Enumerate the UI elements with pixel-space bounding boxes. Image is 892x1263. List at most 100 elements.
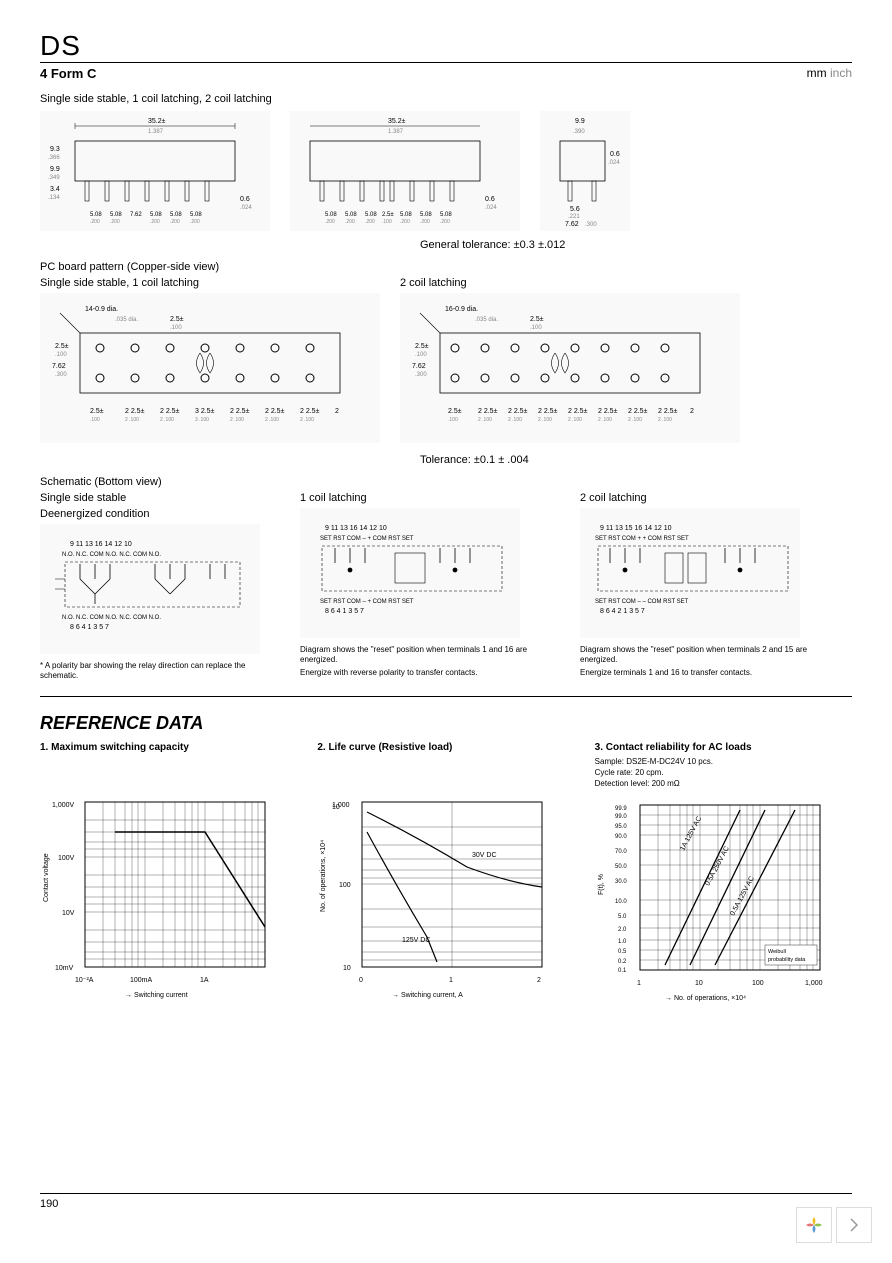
svg-text:2 .100: 2 .100 xyxy=(568,417,582,423)
chart-1: 1. Maximum switching capacity 1,000V 100… xyxy=(40,742,297,1013)
pcb-left-label: Single side stable, 1 coil latching xyxy=(40,277,380,289)
svg-text:.100: .100 xyxy=(55,352,67,358)
svg-text:.024: .024 xyxy=(608,160,620,166)
svg-text:14-0.9 dia.: 14-0.9 dia. xyxy=(85,306,118,313)
svg-text:9 11 13 16 14 1: 9 11 13 16 14 12 10 xyxy=(70,541,132,548)
chart-3-title: 3. Contact reliability for AC loads xyxy=(595,742,852,753)
svg-text:2.5±: 2.5± xyxy=(530,316,544,323)
svg-text:2 2.5±: 2 2.5± xyxy=(568,408,588,415)
svg-text:8 6 4 1 3: 8 6 4 1 3 5 7 xyxy=(325,608,364,615)
pcb-left: Single side stable, 1 coil latching 14-0… xyxy=(40,277,380,446)
svg-text:SET RST COM – – COM RST SET: SET RST COM – – COM RST SET xyxy=(595,599,689,605)
svg-text:.300: .300 xyxy=(55,372,67,378)
svg-text:5.08: 5.08 xyxy=(90,212,102,218)
svg-text:1,000: 1,000 xyxy=(805,980,823,987)
svg-text:.300: .300 xyxy=(585,222,597,228)
svg-text:8 6 4 2 1 3 5 7: 8 6 4 2 1 3 5 7 xyxy=(600,608,645,615)
svg-text:2 2.5±: 2 2.5± xyxy=(300,408,320,415)
svg-text:5.6: 5.6 xyxy=(570,206,580,213)
svg-text:2 2.5±: 2 2.5± xyxy=(658,408,678,415)
svg-text:95.0: 95.0 xyxy=(615,824,627,830)
svg-text:2.0: 2.0 xyxy=(618,927,627,933)
svg-text:10.0: 10.0 xyxy=(615,899,627,905)
dim-width: 35.2± xyxy=(148,118,166,125)
svg-text:7.62: 7.62 xyxy=(52,363,66,370)
schematic-header: Schematic (Bottom view) xyxy=(40,476,852,488)
svg-text:.100: .100 xyxy=(170,325,182,331)
svg-text:5.08: 5.08 xyxy=(190,212,202,218)
schematic-col-1: Single side stable Deenergized condition… xyxy=(40,492,280,680)
svg-text:.366: .366 xyxy=(48,155,60,161)
svg-text:.200: .200 xyxy=(110,219,120,225)
svg-text:2.5±: 2.5± xyxy=(55,343,69,350)
svg-text:3 .100: 3 .100 xyxy=(195,417,209,423)
svg-text:2 2.5±: 2 2.5± xyxy=(598,408,618,415)
charts-row: 1. Maximum switching capacity 1,000V 100… xyxy=(40,742,852,1013)
svg-text:5.08: 5.08 xyxy=(440,212,452,218)
svg-text:→ Switching current, A: → Switching current, A xyxy=(392,992,463,999)
svg-text:2 .100: 2 .100 xyxy=(598,417,612,423)
pcb-row: Single side stable, 1 coil latching 14-0… xyxy=(40,277,852,446)
svg-text:2.5±: 2.5± xyxy=(382,212,394,218)
svg-text:Weibull: Weibull xyxy=(768,949,786,955)
svg-text:No. of operations, ×10⁴: No. of operations, ×10⁴ xyxy=(320,840,327,912)
svg-text:2 .100: 2 .100 xyxy=(230,417,244,423)
svg-text:10⁻²A: 10⁻²A xyxy=(75,977,94,984)
svg-text:.200: .200 xyxy=(440,219,450,225)
svg-text:1,000V: 1,000V xyxy=(52,802,75,809)
svg-text:2 2.5±: 2 2.5± xyxy=(230,408,250,415)
logo-button[interactable] xyxy=(796,1207,832,1243)
svg-text:2 2.5±: 2 2.5± xyxy=(538,408,558,415)
front-view-drawing-1: 35.2± 1.387 9.3 .366 9.9 .349 3.4 .134 5… xyxy=(40,111,270,231)
svg-text:.100: .100 xyxy=(448,417,458,423)
svg-text:SET RST COM – + COM RST S: SET RST COM – + COM RST SET xyxy=(320,536,414,542)
schem-label-1a: Single side stable xyxy=(40,492,280,504)
schematic-row: Single side stable Deenergized condition… xyxy=(40,492,852,680)
svg-text:3 2.5±: 3 2.5± xyxy=(195,408,215,415)
svg-text:9.9: 9.9 xyxy=(50,166,60,173)
svg-text:.200: .200 xyxy=(345,219,355,225)
svg-text:5.08: 5.08 xyxy=(150,212,162,218)
svg-text:10: 10 xyxy=(332,804,340,811)
svg-text:.134: .134 xyxy=(48,195,60,201)
schematic-1: 9 11 13 16 14 12 10 N.O. N.C. COM N.O. N… xyxy=(40,524,260,654)
pcb-drawing-1: 14-0.9 dia. .035 dia. 2.5± .100 xyxy=(40,293,380,443)
svg-text:30V DC: 30V DC xyxy=(472,852,497,859)
svg-text:5.08: 5.08 xyxy=(345,212,357,218)
section-title: 4 Form C xyxy=(40,66,96,81)
svg-text:SET RST COM + + COM RST SET: SET RST COM + + COM RST SET xyxy=(595,536,689,542)
pcb-right: 2 coil latching 16-0.9 dia. .035 dia. 2.… xyxy=(400,277,740,446)
svg-text:5.08: 5.08 xyxy=(325,212,337,218)
schem-note-1: * A polarity bar showing the relay direc… xyxy=(40,661,280,680)
chart-3-svg: 1A 125V AC 0.5A 250V AC 0.5A 125V AC Wei… xyxy=(595,790,835,1010)
svg-text:9 11 13 16 14: 9 11 13 16 14 12 10 xyxy=(325,525,387,532)
svg-text:10: 10 xyxy=(343,965,351,972)
svg-text:100V: 100V xyxy=(58,855,75,862)
svg-text:N.O. N.C. COM N.O. N.C. COM: N.O. N.C. COM N.O. N.C. COM N.O. xyxy=(62,615,161,621)
chart-2: 2. Life curve (Resistive load) 30V DC 12… xyxy=(317,742,574,1013)
next-page-button[interactable] xyxy=(836,1207,872,1243)
side-view-drawing: 9.9 .390 0.6 .024 5.6 .221 7.62 .300 xyxy=(540,111,630,231)
pcb-right-label: 2 coil latching xyxy=(400,277,740,289)
svg-text:30.0: 30.0 xyxy=(615,879,627,885)
schem-note-3a: Diagram shows the "reset" position when … xyxy=(580,645,840,664)
svg-text:1: 1 xyxy=(449,977,453,984)
page-number: 190 xyxy=(40,1193,852,1210)
svg-text:.100: .100 xyxy=(90,417,100,423)
svg-text:2 2.5±: 2 2.5± xyxy=(478,408,498,415)
svg-text:2 2.5±: 2 2.5± xyxy=(160,408,180,415)
svg-text:99.9: 99.9 xyxy=(615,806,627,812)
svg-text:5.08: 5.08 xyxy=(170,212,182,218)
svg-text:.349: .349 xyxy=(48,175,60,181)
svg-text:2 .100: 2 .100 xyxy=(125,417,139,423)
schematic-2: 9 11 13 16 14 12 10 SET RST COM – + COM … xyxy=(300,508,520,638)
chevron-right-icon xyxy=(849,1218,859,1232)
svg-text:1.0: 1.0 xyxy=(618,939,627,945)
svg-text:.100: .100 xyxy=(530,325,542,331)
svg-text:2 .100: 2 .100 xyxy=(265,417,279,423)
svg-text:5.08: 5.08 xyxy=(420,212,432,218)
pcb-header: PC board pattern (Copper-side view) xyxy=(40,261,852,273)
svg-text:.200: .200 xyxy=(170,219,180,225)
svg-text:2.5±: 2.5± xyxy=(448,408,462,415)
svg-text:10mV: 10mV xyxy=(55,965,74,972)
